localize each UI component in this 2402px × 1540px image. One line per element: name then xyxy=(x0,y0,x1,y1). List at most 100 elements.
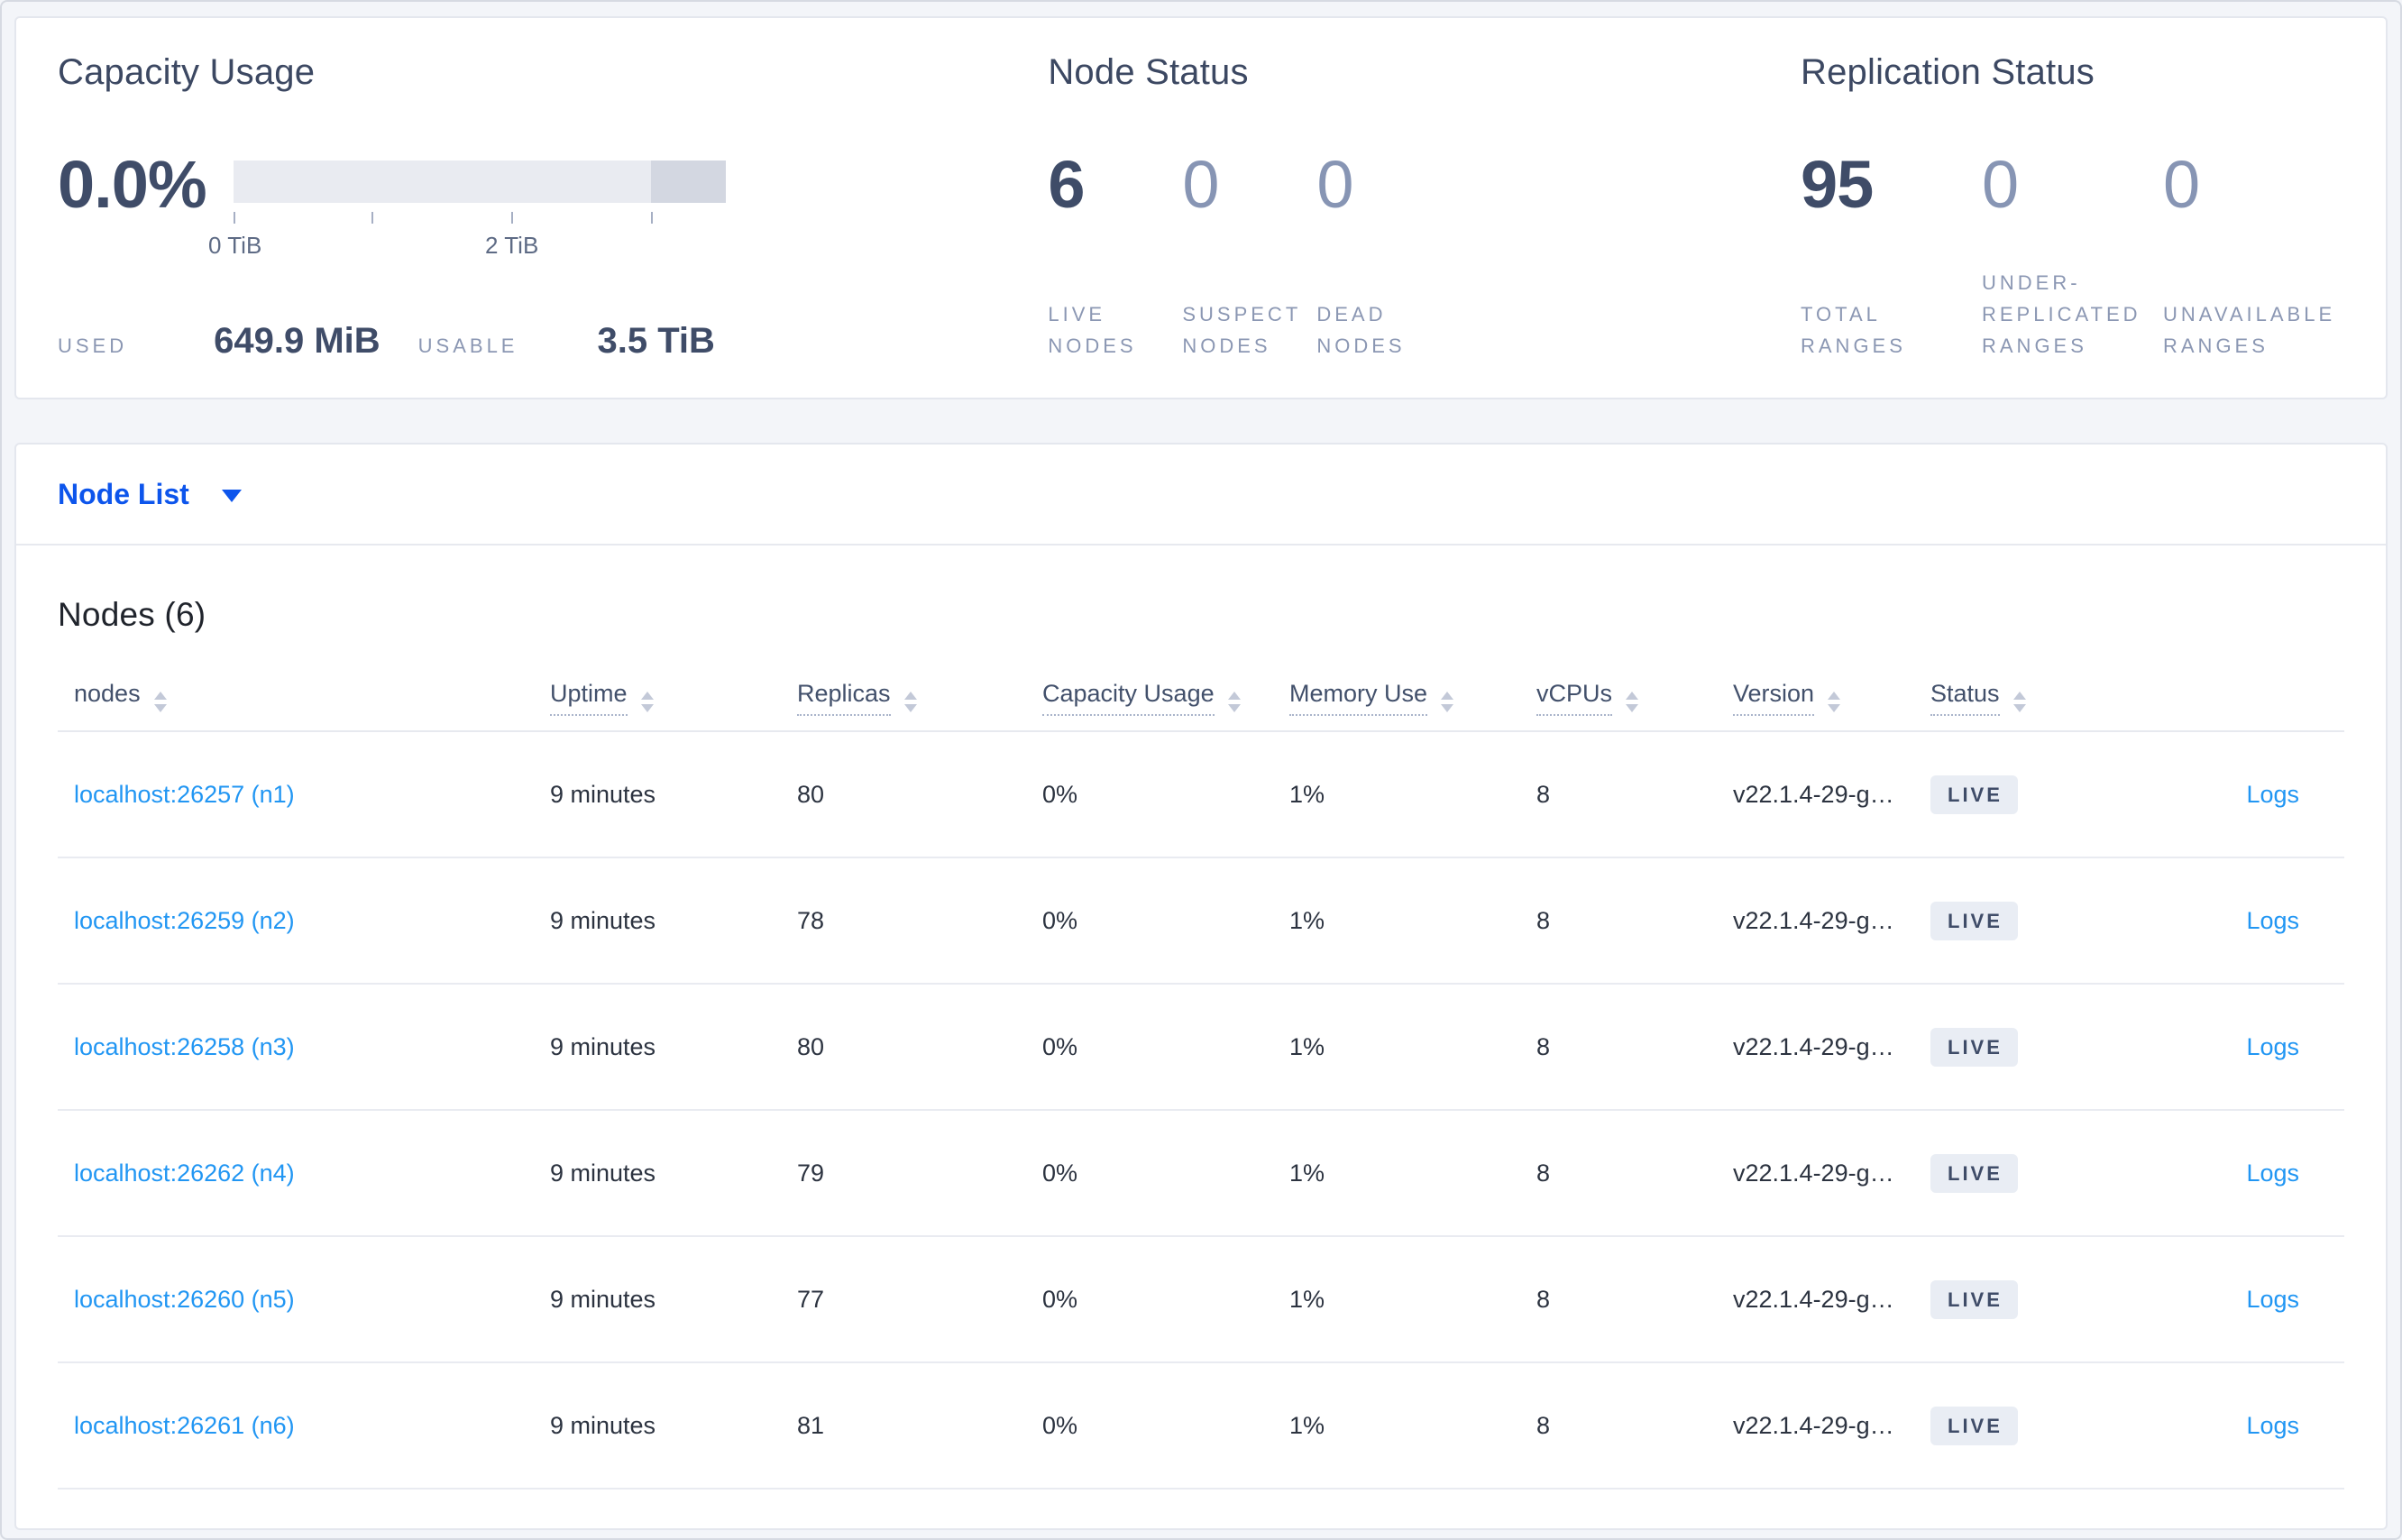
logs-link[interactable]: Logs xyxy=(2246,1159,2299,1187)
node-cell: localhost:26261 (n6) xyxy=(58,1362,550,1490)
replicas-cell: 79 xyxy=(797,1110,1042,1237)
axis-tick xyxy=(650,212,653,224)
column-label: Capacity Usage xyxy=(1042,680,1215,716)
sort-arrows-icon[interactable] xyxy=(1626,691,1639,712)
vcpus-cell: 8 xyxy=(1536,1110,1733,1237)
stat-value: 95 xyxy=(1801,150,1982,220)
version-cell: v22.1.4-29-g… xyxy=(1733,1236,1930,1363)
column-label: vCPUs xyxy=(1536,680,1613,716)
vcpus-cell: 8 xyxy=(1536,984,1733,1111)
logs-link[interactable]: Logs xyxy=(2246,1285,2299,1313)
sort-arrows-icon[interactable] xyxy=(153,691,167,712)
table-row: localhost:26262 (n4) 9 minutes 79 0% 1% 8 v22.… xyxy=(58,1110,2344,1237)
status-cell: LIVE xyxy=(1930,1110,2127,1237)
status-badge: LIVE xyxy=(1930,901,2018,940)
version-cell: v22.1.4-29-g… xyxy=(1733,857,1930,985)
capacity-usage-bar: 0 TiB 2 TiB xyxy=(208,160,726,259)
sort-arrows-icon[interactable] xyxy=(640,691,654,712)
status-cell: LIVE xyxy=(1930,984,2127,1111)
vcpus-cell: 8 xyxy=(1536,1236,1733,1363)
node-address-link[interactable]: localhost:26257 (n1) xyxy=(74,780,295,808)
logs-link[interactable]: Logs xyxy=(2246,1032,2299,1060)
node-status-title: Node Status xyxy=(1048,52,1249,92)
node-address-link[interactable]: localhost:26260 (n5) xyxy=(74,1285,295,1313)
node-cell: localhost:26260 (n5) xyxy=(58,1236,550,1363)
table-row: localhost:26257 (n1) 9 minutes 80 0% 1% 8 v22.… xyxy=(58,731,2344,858)
column-header-vcpus[interactable]: vCPUs xyxy=(1536,665,1733,732)
view-selector-label: Node List xyxy=(58,477,189,510)
logs-cell: Logs xyxy=(2127,1236,2344,1363)
logs-cell: Logs xyxy=(2127,857,2344,985)
cluster-summary-card: Capacity Usage 0.0% 0 TiB 2 TiB xyxy=(14,16,2388,399)
column-header-logs xyxy=(2127,665,2344,732)
node-address-link[interactable]: localhost:26258 (n3) xyxy=(74,1032,295,1060)
status-badge: LIVE xyxy=(1930,1027,2018,1067)
axis-tick xyxy=(510,212,513,224)
column-header-version[interactable]: Version xyxy=(1733,665,1930,732)
stat-value: 0 xyxy=(1982,150,2163,220)
axis-label-2tib: 2 TiB xyxy=(485,232,539,259)
view-selector-dropdown[interactable]: Node List xyxy=(16,445,2386,545)
uptime-cell: 9 minutes xyxy=(550,1236,797,1363)
stat-label: TOTAL RANGES xyxy=(1801,303,1906,357)
stat-value: 6 xyxy=(1048,150,1182,220)
replicas-cell: 77 xyxy=(797,1236,1042,1363)
column-header-uptime[interactable]: Uptime xyxy=(550,665,797,732)
sort-arrows-icon[interactable] xyxy=(903,691,917,712)
stat-number: 95 xyxy=(1801,147,1874,222)
vcpus-cell: 8 xyxy=(1536,1362,1733,1490)
replication-status-labels: TOTAL RANGES UNDER-REPLICATED RANGES UNAVA… xyxy=(1801,267,2344,362)
nodes-heading: Nodes (6) xyxy=(58,596,206,633)
stat-number: 6 xyxy=(1048,147,1085,222)
logs-cell: Logs xyxy=(2127,1110,2344,1237)
column-label: Memory Use xyxy=(1289,680,1428,716)
stat-value: 0 xyxy=(1182,150,1316,220)
column-header-nodes[interactable]: nodes xyxy=(58,665,550,732)
node-list-card: Node List Nodes (6) nodes Uptime Replicas C… xyxy=(14,443,2388,1530)
column-header-replicas[interactable]: Replicas xyxy=(797,665,1042,732)
stat-label: LIVE NODES xyxy=(1048,303,1137,357)
table-row: localhost:26260 (n5) 9 minutes 77 0% 1% 8 v22.… xyxy=(58,1236,2344,1363)
memory-use-cell: 1% xyxy=(1289,1362,1536,1490)
nodes-table-section: Nodes (6) nodes Uptime Replicas Capacity Us… xyxy=(16,596,2386,1490)
column-header-capacity-usage[interactable]: Capacity Usage xyxy=(1042,665,1289,732)
stat-number: 0 xyxy=(2163,147,2200,222)
node-address-link[interactable]: localhost:26262 (n4) xyxy=(74,1159,295,1187)
node-status-numbers: 6 0 0 xyxy=(1048,150,1801,220)
column-header-status[interactable]: Status xyxy=(1930,665,2127,732)
status-badge: LIVE xyxy=(1930,775,2018,814)
capacity-usage-cell: 0% xyxy=(1042,731,1289,858)
status-cell: LIVE xyxy=(1930,857,2127,985)
node-cell: localhost:26258 (n3) xyxy=(58,984,550,1111)
used-value: 649.9 MiB xyxy=(214,321,380,361)
nodes-table-body: localhost:26257 (n1) 9 minutes 80 0% 1% 8 v22.… xyxy=(58,731,2344,1490)
node-address-link[interactable]: localhost:26259 (n2) xyxy=(74,906,295,934)
node-cell: localhost:26259 (n2) xyxy=(58,857,550,985)
node-cell: localhost:26262 (n4) xyxy=(58,1110,550,1237)
caret-down-icon xyxy=(221,490,242,502)
node-cell: localhost:26257 (n1) xyxy=(58,731,550,858)
capacity-bar-axis xyxy=(233,212,726,225)
status-badge: LIVE xyxy=(1930,1406,2018,1445)
uptime-cell: 9 minutes xyxy=(550,1362,797,1490)
column-header-memory-use[interactable]: Memory Use xyxy=(1289,665,1536,732)
logs-link[interactable]: Logs xyxy=(2246,1411,2299,1439)
column-label: nodes xyxy=(74,679,141,707)
memory-use-cell: 1% xyxy=(1289,1236,1536,1363)
sort-arrows-icon[interactable] xyxy=(1828,691,1841,712)
stat-number: 0 xyxy=(1182,147,1219,222)
stat-label: UNDER-REPLICATED RANGES xyxy=(1982,271,2141,357)
sort-arrows-icon[interactable] xyxy=(2012,691,2026,712)
sort-arrows-icon[interactable] xyxy=(1227,691,1241,712)
logs-link[interactable]: Logs xyxy=(2246,906,2299,934)
version-cell: v22.1.4-29-g… xyxy=(1733,731,1930,858)
memory-use-cell: 1% xyxy=(1289,1110,1536,1237)
capacity-axis-labels: 0 TiB 2 TiB xyxy=(208,232,726,259)
sort-arrows-icon[interactable] xyxy=(1441,691,1454,712)
uptime-cell: 9 minutes xyxy=(550,731,797,858)
table-row: localhost:26258 (n3) 9 minutes 80 0% 1% 8 v22.… xyxy=(58,984,2344,1111)
status-cell: LIVE xyxy=(1930,1362,2127,1490)
column-label: Status xyxy=(1930,680,2000,716)
logs-link[interactable]: Logs xyxy=(2246,780,2299,808)
node-address-link[interactable]: localhost:26261 (n6) xyxy=(74,1411,295,1439)
